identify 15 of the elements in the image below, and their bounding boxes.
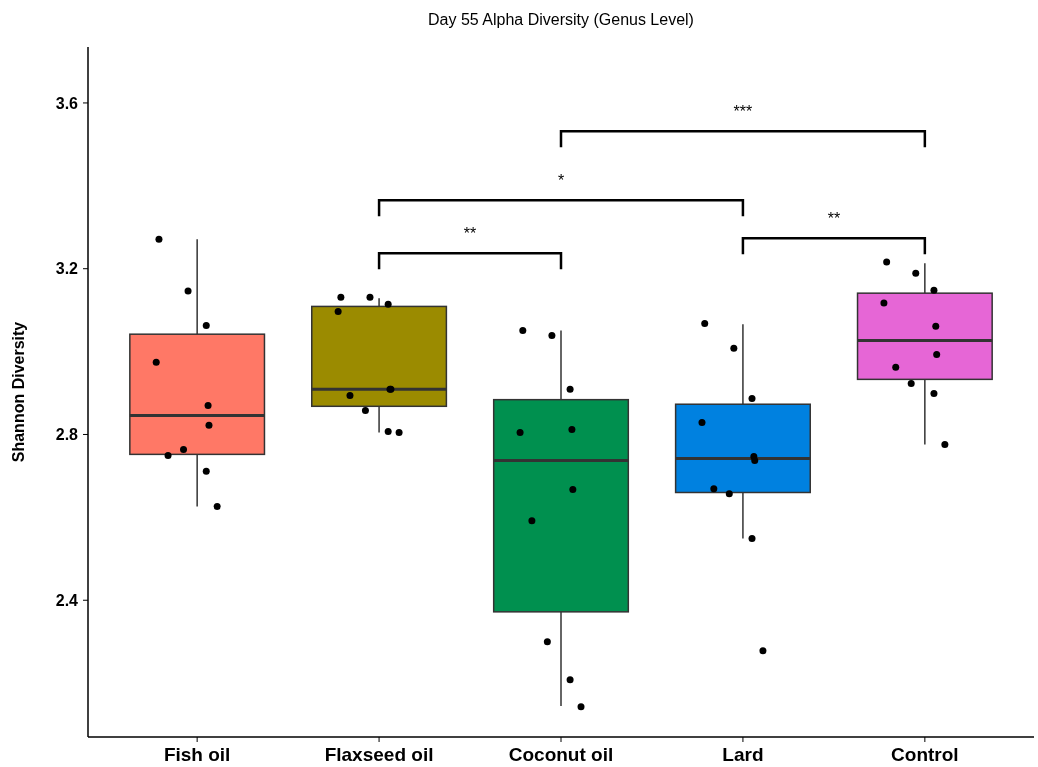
annotation: ** (463, 225, 477, 243)
annotation: * (557, 172, 565, 190)
y-tick-label: 3.6 (55, 94, 79, 112)
x-tick-label: Flaxseed oil (324, 744, 434, 765)
chart-title: Day 55 Alpha Diversity (Genus Level) (428, 11, 694, 28)
y-axis-title: Shannon Diversity (10, 321, 27, 463)
x-tick-label: Coconut oil (508, 744, 614, 765)
annotation: ** (827, 210, 841, 228)
y-tick-label: 3.2 (55, 260, 79, 278)
annotation: *** (733, 103, 753, 121)
x-tick-label: Lard (722, 744, 764, 765)
y-tick-label: 2.4 (55, 591, 79, 609)
x-tick-label: Fish oil (163, 744, 231, 765)
y-tick-label: 2.8 (55, 426, 79, 444)
x-tick-label: Control (891, 744, 959, 765)
